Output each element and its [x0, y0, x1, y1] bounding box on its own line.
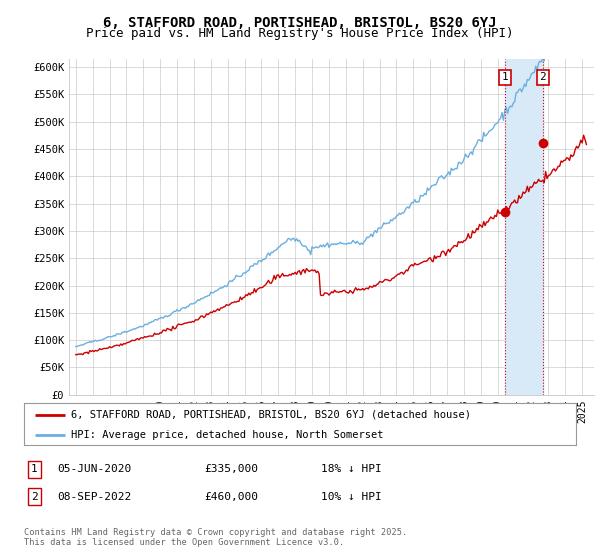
- Text: 6, STAFFORD ROAD, PORTISHEAD, BRISTOL, BS20 6YJ (detached house): 6, STAFFORD ROAD, PORTISHEAD, BRISTOL, B…: [71, 410, 471, 420]
- Text: £335,000: £335,000: [204, 464, 258, 474]
- Text: 18% ↓ HPI: 18% ↓ HPI: [321, 464, 382, 474]
- Bar: [505, 59, 543, 395]
- Text: 2: 2: [31, 492, 38, 502]
- Text: 08-SEP-2022: 08-SEP-2022: [57, 492, 131, 502]
- Text: 1: 1: [31, 464, 38, 474]
- Text: Contains HM Land Registry data © Crown copyright and database right 2025.
This d: Contains HM Land Registry data © Crown c…: [24, 528, 407, 547]
- Text: HPI: Average price, detached house, North Somerset: HPI: Average price, detached house, Nort…: [71, 430, 383, 440]
- Text: 05-JUN-2020: 05-JUN-2020: [57, 464, 131, 474]
- Text: 1: 1: [502, 72, 508, 82]
- Text: 10% ↓ HPI: 10% ↓ HPI: [321, 492, 382, 502]
- Text: 2: 2: [539, 72, 546, 82]
- Text: Price paid vs. HM Land Registry's House Price Index (HPI): Price paid vs. HM Land Registry's House …: [86, 27, 514, 40]
- Text: £460,000: £460,000: [204, 492, 258, 502]
- Text: 6, STAFFORD ROAD, PORTISHEAD, BRISTOL, BS20 6YJ: 6, STAFFORD ROAD, PORTISHEAD, BRISTOL, B…: [103, 16, 497, 30]
